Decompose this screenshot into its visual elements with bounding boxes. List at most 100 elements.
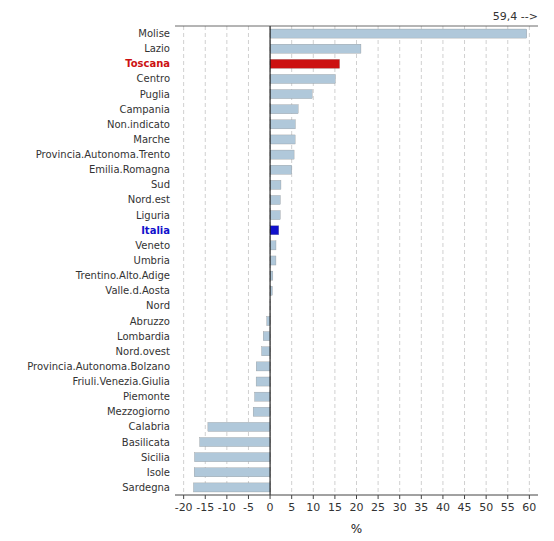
category-label: Lombardia xyxy=(117,331,170,342)
category-label: Emilia.Romagna xyxy=(89,164,170,175)
category-label: Provincia.Autonoma.Bolzano xyxy=(27,361,170,372)
x-tick xyxy=(442,495,443,499)
category-label: Nord xyxy=(146,300,170,311)
x-tick-label: 25 xyxy=(371,501,385,514)
top-border xyxy=(175,26,538,27)
grid-line xyxy=(356,26,357,495)
bar xyxy=(270,180,281,189)
x-axis: -20-15-10-5051015202530354045505560 xyxy=(175,495,537,514)
bars xyxy=(193,29,526,492)
x-tick-label: 55 xyxy=(501,501,515,514)
x-tick xyxy=(529,495,530,499)
category-label: Centro xyxy=(137,73,170,84)
category-label: Lazio xyxy=(144,43,170,54)
grid-line xyxy=(378,26,379,495)
bar xyxy=(208,422,270,431)
bar xyxy=(253,407,270,416)
grid-line xyxy=(442,26,443,495)
bar xyxy=(256,377,270,386)
bar xyxy=(270,135,295,144)
bar xyxy=(255,392,270,401)
grid-line xyxy=(334,26,335,495)
category-label: Nord.ovest xyxy=(116,346,170,357)
x-tick xyxy=(507,495,508,499)
bar xyxy=(194,453,270,462)
bar xyxy=(270,226,279,235)
bar xyxy=(270,74,335,83)
bar xyxy=(263,332,270,341)
category-label: Mezzogiorno xyxy=(107,406,170,417)
bar xyxy=(193,483,270,492)
x-tick xyxy=(486,495,487,499)
grid-line xyxy=(313,26,314,495)
x-tick-label: -5 xyxy=(243,501,254,514)
category-label: Calabria xyxy=(129,421,170,432)
annotation: 59,4 --> xyxy=(493,10,538,23)
category-label: Toscana xyxy=(125,58,170,69)
category-label: Veneto xyxy=(135,240,170,251)
category-label: Basilicata xyxy=(122,437,170,448)
bar xyxy=(270,105,298,114)
x-tick-label: -15 xyxy=(196,501,214,514)
grid-line xyxy=(205,26,206,495)
x-tick xyxy=(205,495,206,499)
category-label: Piemonte xyxy=(123,391,170,402)
bar xyxy=(270,241,276,250)
x-tick-label: 0 xyxy=(267,501,274,514)
x-tick-label: -10 xyxy=(218,501,236,514)
x-tick-label: 40 xyxy=(436,501,450,514)
x-tick-label: -20 xyxy=(175,501,193,514)
category-label: Liguria xyxy=(136,210,170,221)
bar xyxy=(270,165,292,174)
bar xyxy=(270,59,340,68)
x-tick xyxy=(183,495,184,499)
category-label: Umbria xyxy=(134,255,170,266)
bar xyxy=(270,90,312,99)
bar xyxy=(200,438,270,447)
category-label: Sardegna xyxy=(122,482,170,493)
category-label: Nord.est xyxy=(128,194,170,205)
bar xyxy=(270,211,280,220)
x-tick xyxy=(421,495,422,499)
x-tick-label: 20 xyxy=(350,501,364,514)
x-tick xyxy=(291,495,292,499)
category-label: Molise xyxy=(138,28,170,39)
x-tick-label: 60 xyxy=(522,501,536,514)
bar xyxy=(256,362,270,371)
grid-line xyxy=(529,26,530,495)
category-label: Friuli.Venezia.Giulia xyxy=(72,376,170,387)
bar xyxy=(194,468,270,477)
bar xyxy=(270,29,527,38)
category-label: Provincia.Autonoma.Trento xyxy=(36,149,170,160)
category-label: Campania xyxy=(119,104,170,115)
x-tick-label: 15 xyxy=(328,501,342,514)
category-label: Abruzzo xyxy=(130,316,170,327)
x-tick-label: 30 xyxy=(393,501,407,514)
category-label: Puglia xyxy=(140,89,170,100)
category-label: Trentino.Alto.Adige xyxy=(75,270,170,281)
category-label: Italia xyxy=(141,225,170,236)
zero-line xyxy=(270,26,271,495)
bar xyxy=(270,195,280,204)
category-label: Marche xyxy=(133,134,170,145)
category-label: Sicilia xyxy=(141,452,170,463)
x-tick-label: 10 xyxy=(306,501,320,514)
bar xyxy=(270,44,361,53)
category-label: Non.indicato xyxy=(107,119,170,130)
x-tick xyxy=(334,495,335,499)
grid-line xyxy=(464,26,465,495)
bar xyxy=(270,256,276,265)
x-axis-label: % xyxy=(351,522,362,536)
y-axis: Molise Lazio Toscana Centro Puglia Campania No… xyxy=(27,28,170,493)
grid-line xyxy=(183,26,184,495)
chart: -20-15-10-5051015202530354045505560%Moli… xyxy=(0,0,554,541)
grid-line xyxy=(421,26,422,495)
category-label: Isole xyxy=(147,467,170,478)
x-tick xyxy=(226,495,227,499)
x-tick xyxy=(399,495,400,499)
grid xyxy=(184,26,530,495)
x-tick-label: 45 xyxy=(458,501,472,514)
grid-line xyxy=(399,26,400,495)
x-tick-label: 50 xyxy=(479,501,493,514)
grid-line xyxy=(507,26,508,495)
